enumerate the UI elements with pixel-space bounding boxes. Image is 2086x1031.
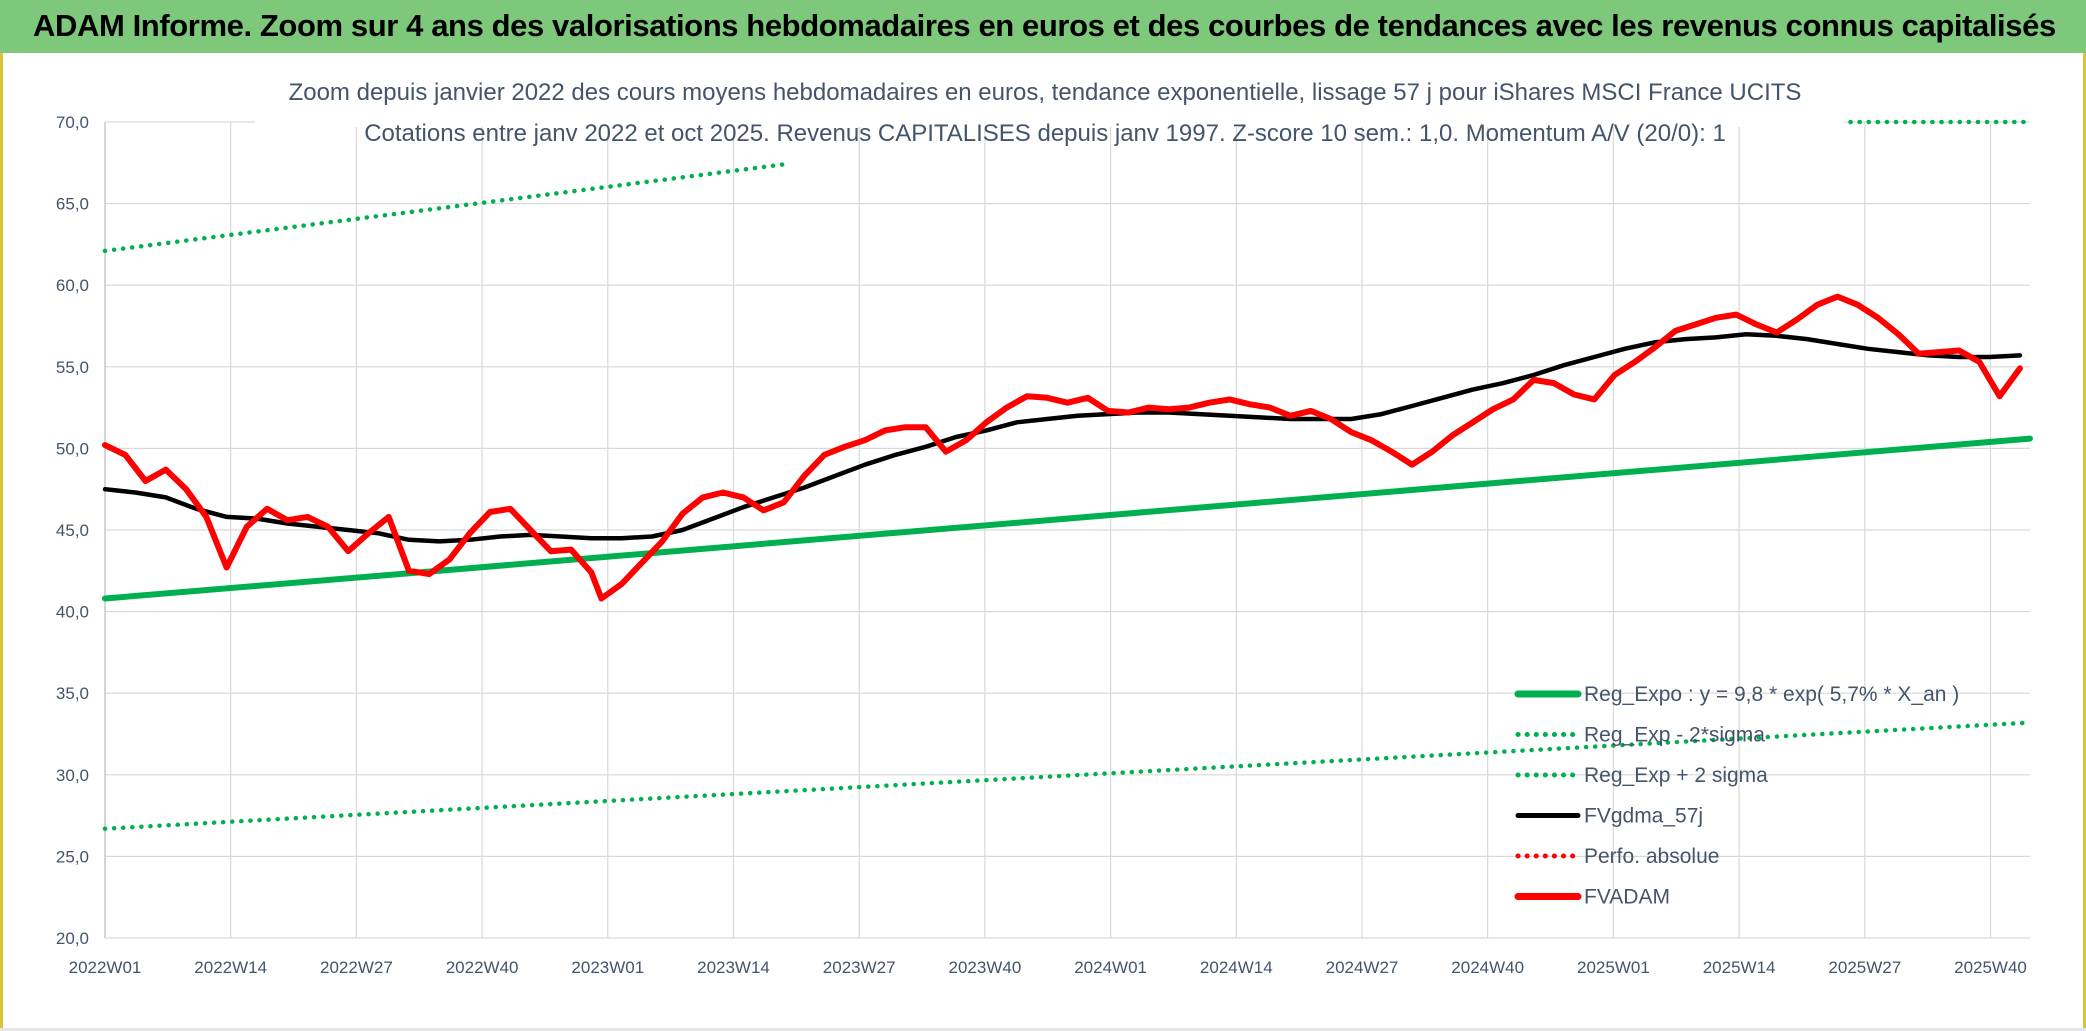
- legend-box: [1510, 672, 1970, 922]
- y-tick-label: 50,0: [56, 439, 89, 458]
- chart-subtitle: Cotations entre janv 2022 et oct 2025. R…: [364, 120, 1726, 147]
- x-tick-label: 2025W01: [1577, 958, 1650, 977]
- x-tick-label: 2022W14: [194, 958, 267, 977]
- series-line-2: [102, 162, 787, 254]
- header-banner: ADAM Informe. Zoom sur 4 ans des valoris…: [0, 0, 2086, 53]
- legend-label: Reg_Exp - 2*sigma: [1584, 724, 1765, 747]
- series-line-3: [102, 331, 2023, 544]
- legend-label: FVADAM: [1584, 886, 1670, 909]
- x-tick-label: 2023W40: [949, 958, 1022, 977]
- page-title: ADAM Informe. Zoom sur 4 ans des valoris…: [33, 8, 2056, 43]
- y-tick-label: 20,0: [56, 929, 89, 948]
- y-tick-label: 30,0: [56, 766, 89, 785]
- subtitle-backdrop: [255, 57, 1845, 127]
- y-tick-label: 70,0: [56, 113, 89, 132]
- y-tick-label: 45,0: [56, 521, 89, 540]
- x-tick-label: 2022W40: [446, 958, 519, 977]
- legend-label: Reg_Exp + 2 sigma: [1584, 764, 1768, 787]
- y-tick-label: 40,0: [56, 603, 89, 622]
- chart-title: Zoom depuis janvier 2022 des cours moyen…: [289, 79, 1802, 106]
- series-line-1: [102, 720, 2033, 831]
- series-layer: [102, 119, 2033, 831]
- legend-label: FVgdma_57j: [1584, 805, 1703, 828]
- x-tick-label: 2022W01: [69, 958, 142, 977]
- series-line-0: [102, 435, 2033, 602]
- frame-right-border: [2083, 53, 2086, 1031]
- x-tick-label: 2025W40: [1954, 958, 2027, 977]
- legend-label: Perfo. absolue: [1584, 845, 1719, 868]
- y-tick-label: 25,0: [56, 847, 89, 866]
- x-axis-ticks: 2022W01 2022W14 2022W27 2022W40 2023W01 2023W…: [69, 958, 2027, 977]
- y-tick-label: 35,0: [56, 684, 89, 703]
- x-tick-label: 2024W27: [1326, 958, 1399, 977]
- y-tick-label: 55,0: [56, 358, 89, 377]
- frame-left-border: [0, 53, 3, 1031]
- series-line-5: [102, 293, 2023, 602]
- x-tick-label: 2022W27: [320, 958, 393, 977]
- x-tick-label: 2025W14: [1703, 958, 1776, 977]
- x-tick-label: 2025W27: [1828, 958, 1901, 977]
- x-tick-label: 2023W14: [697, 958, 770, 977]
- legend-label: Reg_Expo : y = 9,8 * exp( 5,7% * X_an ): [1584, 683, 1959, 706]
- x-tick-label: 2023W01: [571, 958, 644, 977]
- chart: 20,0 25,0 30,0 35,0 40,0 45,0 50,0 55,0 60,0 65,0…: [56, 57, 2033, 977]
- y-axis-ticks: 20,0 25,0 30,0 35,0 40,0 45,0 50,0 55,0 60,0 65,0…: [56, 113, 89, 948]
- x-tick-label: 2023W27: [823, 958, 896, 977]
- y-tick-label: 60,0: [56, 276, 89, 295]
- legend: Reg_Expo : y = 9,8 * exp( 5,7% * X_an ) R…: [1510, 672, 1970, 922]
- x-tick-label: 2024W40: [1451, 958, 1524, 977]
- y-tick-label: 65,0: [56, 195, 89, 214]
- frame-bottom-border: [0, 1028, 2086, 1031]
- x-tick-label: 2024W14: [1200, 958, 1273, 977]
- x-tick-label: 2024W01: [1074, 958, 1147, 977]
